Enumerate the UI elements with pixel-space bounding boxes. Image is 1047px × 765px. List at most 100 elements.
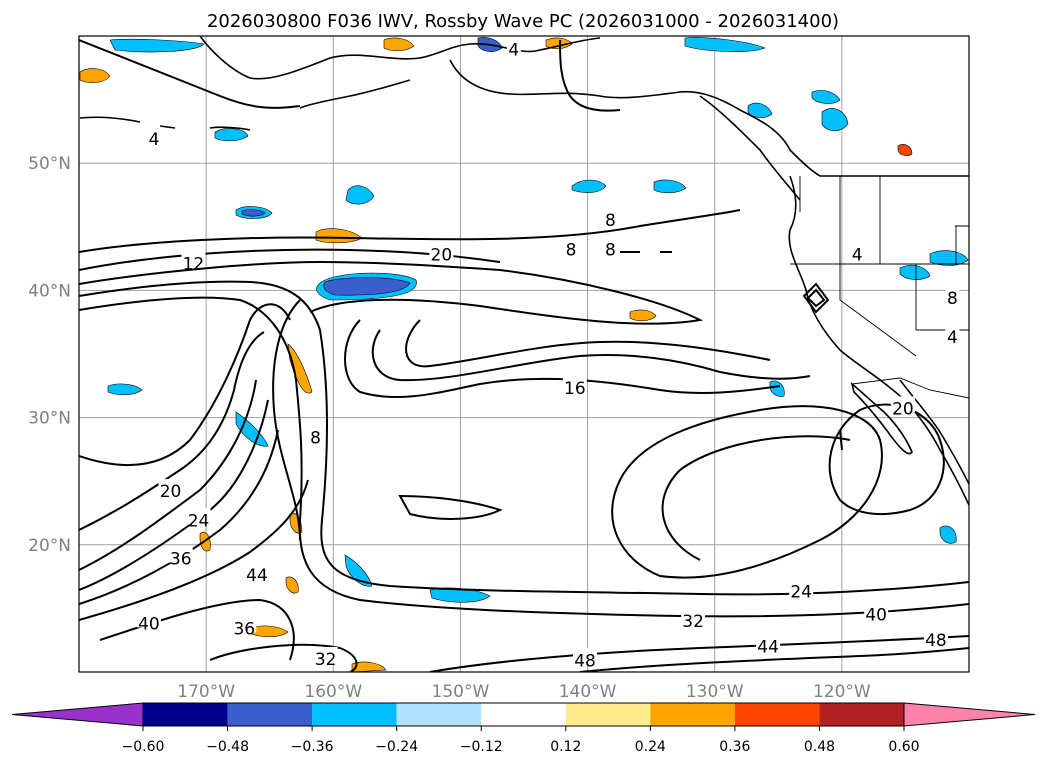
contour-label: 20 (892, 399, 914, 419)
contour-label: 4 (852, 246, 863, 266)
lat-tick-label: 40°N (28, 281, 71, 301)
contour-line (611, 405, 883, 579)
contour-label-bg (681, 608, 706, 625)
positive-anomaly-region (897, 144, 913, 156)
contour-label: 20 (431, 246, 453, 266)
negative-anomaly-region (769, 380, 785, 397)
contour-line (802, 282, 830, 314)
contour-line (839, 429, 843, 451)
contour-label-bg (864, 602, 889, 619)
figure-title: 2026030800 F036 IWV, Rossby Wave PC (202… (207, 11, 839, 32)
negative-anomaly-region (344, 554, 373, 587)
baja-california (850, 381, 913, 455)
alaska-coast (199, 36, 969, 177)
contour-line (209, 643, 358, 672)
lat-tick-label: 50°N (28, 154, 71, 174)
colorbar: −0.60 −0.48 −0.36 −0.24 −0.12 0.12 0.24 0.36 0.4… (11, 702, 1036, 755)
colorbar-tick-label: 0.60 (888, 739, 919, 755)
aleutian-chain (79, 79, 411, 131)
contour-label-bg (564, 237, 579, 254)
colorbar-tick-label: −0.12 (460, 739, 503, 755)
us-mexico-border (851, 377, 969, 399)
north-america-west-coast (788, 175, 969, 506)
contour-label-bg (181, 251, 206, 268)
gulf-of-california-coast (899, 379, 969, 485)
contour-label-bg (603, 208, 618, 225)
negative-anomaly-region (899, 264, 931, 280)
contour-line (398, 494, 503, 520)
negative-anomaly-region (323, 277, 411, 296)
colorbar-swatch (650, 703, 735, 726)
contour-label: 40 (865, 605, 887, 625)
map-background (79, 36, 969, 672)
colorbar-swatch (819, 703, 904, 726)
colorbar-swatch (312, 703, 397, 726)
negative-anomaly-region (653, 179, 687, 194)
contour-label: 36 (170, 550, 192, 570)
lon-tick-label: 120°W (813, 682, 871, 702)
negative-anomaly-region (821, 108, 849, 132)
contour-line (344, 319, 781, 399)
borders (790, 176, 969, 399)
contour-label-bg (136, 611, 161, 628)
contour-label-bg (850, 242, 865, 259)
longitude-labels: 170°W 160°W 150°W 140°W 130°W 120°W (177, 682, 871, 702)
negative-anomaly-region (571, 179, 607, 193)
colorbar-tick-label: −0.48 (206, 739, 249, 755)
contour-label: 24 (790, 583, 812, 603)
contour-label: 24 (188, 511, 210, 531)
contour-label-bg (308, 425, 323, 442)
contour-label: 36 (233, 619, 255, 639)
positive-anomaly-region (285, 576, 299, 594)
positive-anomaly-region (79, 68, 111, 83)
colorbar-tick-label: 0.36 (719, 739, 750, 755)
colorbar-tick-label: −0.60 (122, 739, 165, 755)
contour-label-bg (603, 237, 618, 254)
contour-label: 8 (605, 211, 616, 231)
negative-anomaly-region (109, 38, 205, 53)
contour-label-bg (313, 647, 338, 664)
contour-line (79, 296, 969, 618)
contour-label: 40 (138, 614, 160, 634)
contour-label: 8 (566, 240, 577, 260)
lon-tick-label: 140°W (559, 682, 617, 702)
contour-label-bg (245, 563, 269, 580)
colorbar-swatch (734, 703, 820, 726)
coastlines (79, 36, 969, 506)
lon-tick-label: 160°W (304, 682, 362, 702)
contour-label: 48 (574, 651, 596, 671)
contour-line (79, 331, 265, 531)
contour-label-bg (945, 325, 960, 342)
contour-label-bg (232, 616, 257, 633)
negative-anomaly-region (107, 383, 143, 396)
contour-label: 4 (947, 328, 958, 348)
contour-line (79, 248, 501, 271)
positive-anomaly-region (383, 37, 415, 52)
negative-anomaly-region (345, 185, 375, 205)
contour-label-bg (573, 648, 598, 665)
contour-line (79, 39, 301, 109)
negative-anomaly-region (939, 525, 957, 544)
contour-line (559, 39, 621, 112)
contour-line (405, 319, 771, 368)
lon-tick-label: 150°W (432, 682, 490, 702)
contour-label-bg (945, 285, 960, 302)
contour-label: 8 (605, 240, 616, 260)
negative-anomaly-region (214, 128, 249, 142)
colorbar-swatch (481, 703, 566, 726)
colorbar-extend-min (11, 702, 144, 727)
anomaly-shading (79, 37, 969, 672)
contour-label-bg (186, 508, 211, 525)
lon-tick-label: 130°W (686, 682, 744, 702)
state-border (790, 176, 969, 357)
contour-label: 32 (315, 650, 337, 670)
positive-anomaly-region (251, 625, 289, 638)
colorbar-extend-max (903, 702, 1036, 727)
contour-label-bg (147, 126, 162, 143)
colorbar-swatch (565, 703, 651, 726)
gridlines (79, 36, 969, 672)
map-frame (78, 35, 970, 673)
